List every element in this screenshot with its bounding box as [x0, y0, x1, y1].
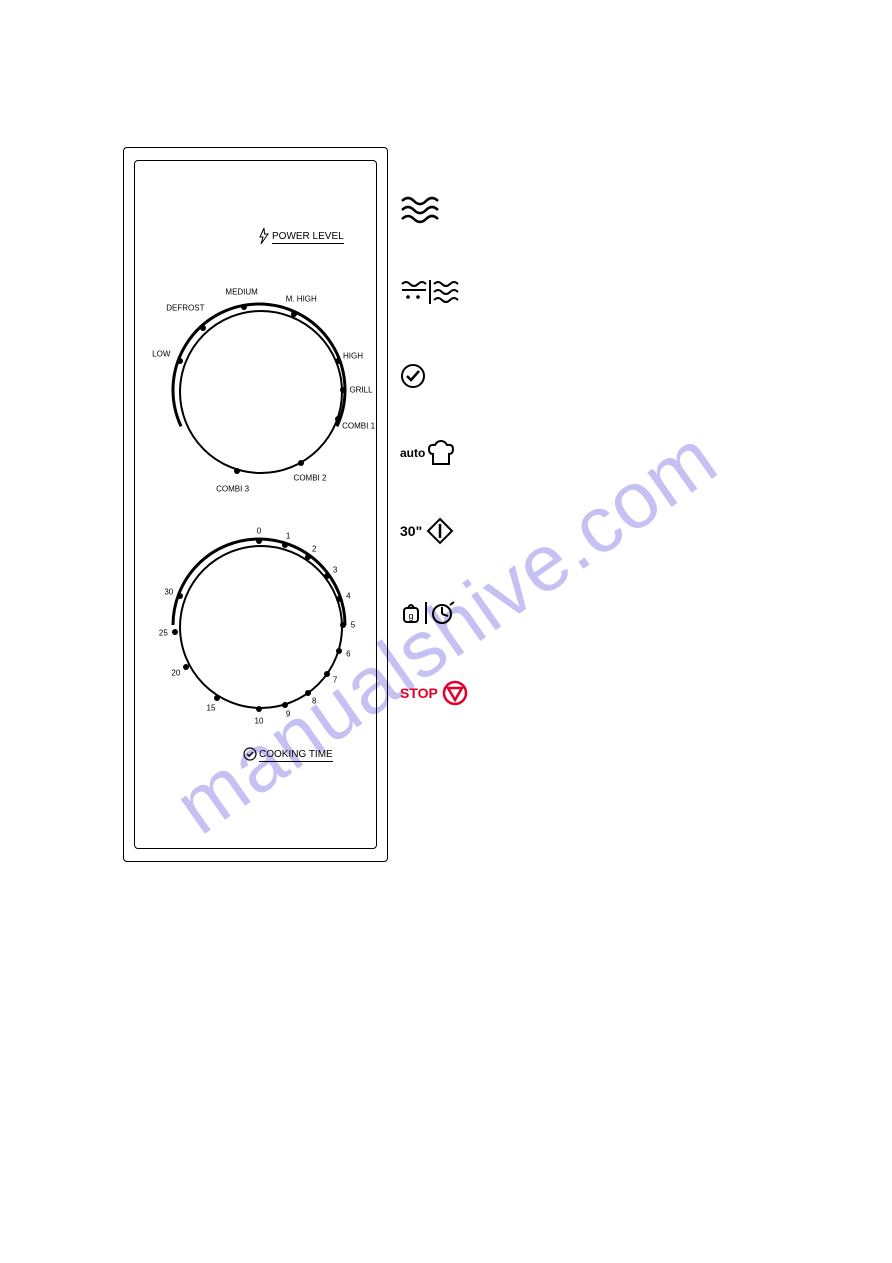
legend-item-grill-combo	[400, 278, 490, 306]
power-level-label: POWER LEVEL	[272, 231, 344, 244]
clock-icon	[243, 747, 257, 761]
time-dial-label: 4	[346, 591, 350, 600]
legend-item-auto-chef: auto	[400, 440, 490, 466]
auto-chef-icon	[427, 444, 455, 461]
time-dial-label: 25	[159, 629, 168, 638]
power-dial-tick	[298, 460, 304, 466]
power-dial-label: COMBI 1	[342, 422, 375, 431]
weight-time-icon: g	[400, 604, 456, 621]
microwave-waves-icon	[400, 201, 442, 218]
power-dial-label: HIGH	[343, 351, 363, 360]
power-dial-tick	[340, 387, 346, 393]
power-dial-label: MEDIUM	[225, 287, 257, 296]
power-dial-tick	[200, 325, 206, 331]
power-dial-label: LOW	[152, 350, 170, 359]
power-dial-label: M. HIGH	[286, 295, 317, 304]
time-dial-tick	[336, 596, 342, 602]
legend-text: 30"	[400, 523, 422, 539]
time-dial-label: 9	[286, 710, 290, 719]
time-dial-label: 5	[351, 621, 355, 630]
power-dial-label: GRILL	[349, 386, 372, 395]
time-dial-label: 7	[333, 676, 337, 685]
legend-item-stop: STOP	[400, 680, 490, 706]
time-dial-label: 20	[171, 669, 180, 678]
time-dial-tick	[336, 648, 342, 654]
grill-combo-icon	[400, 283, 460, 300]
time-dial-label: 30	[164, 588, 173, 597]
power-level-caption: POWER LEVEL	[258, 228, 344, 244]
time-dial-label: 0	[257, 527, 261, 536]
lightning-icon	[258, 228, 270, 244]
time-dial-label: 1	[286, 531, 290, 540]
power-dial-tick	[335, 416, 341, 422]
clock-check-circle-icon	[400, 367, 426, 384]
time-dial-label: 15	[207, 704, 216, 713]
time-dial-label: 10	[255, 717, 264, 726]
thirty-start-icon	[426, 522, 454, 539]
time-dial-tick	[324, 573, 330, 579]
cooking-time-caption: COOKING TIME	[243, 747, 333, 761]
time-dial[interactable]	[179, 545, 343, 709]
time-dial-tick	[340, 622, 346, 628]
svg-text:g: g	[408, 611, 413, 621]
legend-item-weight-time: g	[400, 600, 490, 626]
stop-icon	[442, 684, 468, 701]
legend-item-thirty-start: 30"	[400, 517, 490, 545]
time-dial-tick	[282, 702, 288, 708]
time-dial-label: 2	[312, 544, 316, 553]
legend-item-clock-check-circle	[400, 363, 490, 389]
power-dial-label: DEFROST	[166, 304, 204, 313]
power-dial-label: COMBI 2	[294, 474, 327, 483]
power-dial-label: COMBI 3	[216, 484, 249, 493]
time-dial-label: 6	[346, 650, 350, 659]
legend-text: auto	[400, 446, 425, 460]
time-dial-tick	[256, 538, 262, 544]
panel-inner-frame	[134, 160, 377, 849]
time-dial-tick	[214, 695, 220, 701]
time-dial-label: 8	[312, 697, 316, 706]
legend-item-microwave-waves	[400, 195, 490, 225]
time-dial-label: 3	[333, 565, 337, 574]
cooking-time-label: COOKING TIME	[259, 749, 333, 762]
stop-label: STOP	[400, 685, 438, 701]
power-dial[interactable]	[179, 310, 343, 474]
time-dial-tick	[256, 706, 262, 712]
